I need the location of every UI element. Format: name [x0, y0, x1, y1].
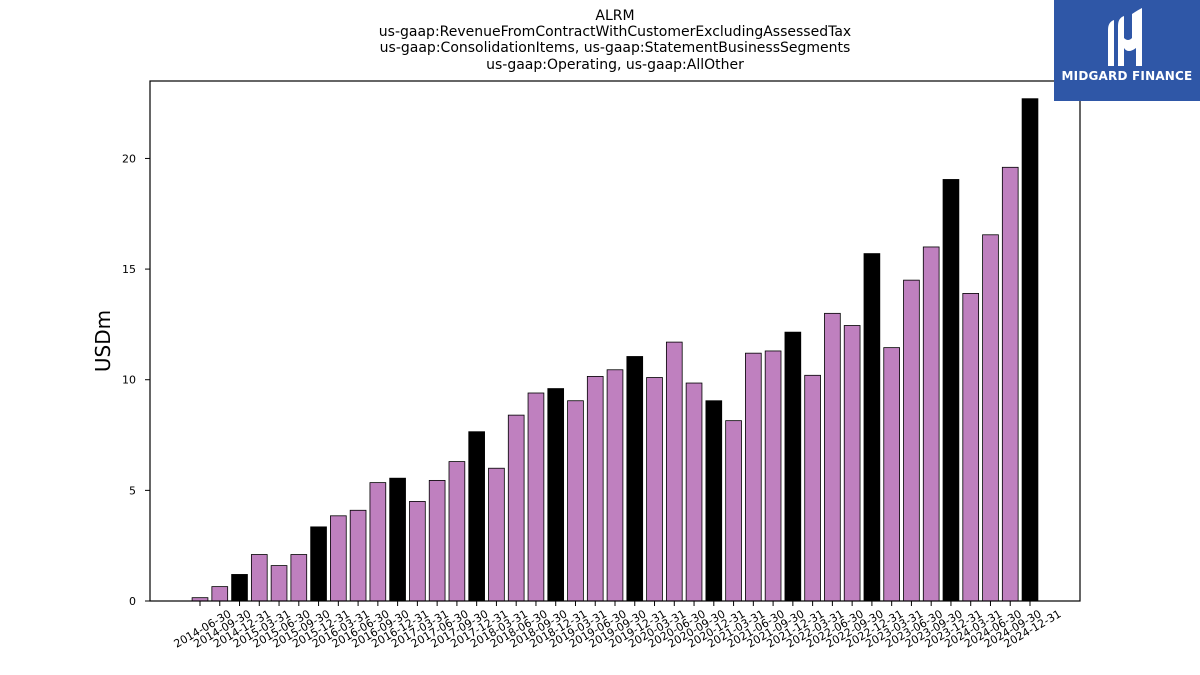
bar-2022-06-30	[824, 312, 841, 602]
midgard-logo-icon	[1108, 8, 1142, 66]
bar-2021-06-30	[745, 352, 762, 602]
bar-2019-12-31	[626, 356, 644, 602]
y-tick-label: 10	[122, 374, 136, 387]
plot-frame	[149, 80, 1081, 602]
bars	[191, 98, 1039, 602]
bar-2017-03-31	[409, 501, 426, 602]
bar-2018-12-31	[547, 388, 565, 602]
bar-2017-06-30	[428, 479, 446, 602]
bar-2015-12-31	[310, 526, 327, 602]
bar-2019-03-31	[567, 400, 584, 602]
bar-2021-09-30	[764, 350, 782, 602]
bar-2014-12-31	[231, 574, 248, 602]
bar-2015-09-30	[290, 554, 308, 602]
bar-2020-09-30	[685, 382, 703, 602]
bar-2024-03-31	[962, 293, 980, 602]
bar-2015-06-30	[270, 565, 288, 602]
y-tick-label: 0	[129, 595, 136, 608]
y-tick-label: 15	[122, 263, 136, 276]
bar-2016-06-30	[349, 509, 367, 602]
bar-2017-09-30	[448, 461, 466, 602]
y-tick-label: 20	[122, 152, 136, 165]
y-ticks: 0 5 10 15 20	[122, 152, 150, 608]
bar-2018-06-30	[507, 414, 525, 602]
bar-2018-03-31	[488, 467, 505, 602]
chart-title-line-4: us-gaap:Operating, us-gaap:AllOther	[486, 57, 744, 73]
bar-2016-03-31	[330, 515, 347, 602]
bar-2023-06-30	[903, 279, 920, 602]
chart-title-line-1: ALRM	[595, 8, 634, 24]
bar-2020-12-31	[705, 400, 723, 602]
y-tick-label: 5	[129, 484, 136, 497]
bar-2016-12-31	[389, 477, 406, 602]
bar-2022-03-31	[804, 374, 821, 602]
bar-2024-12-31	[1021, 98, 1039, 602]
bar-2022-12-31	[863, 253, 881, 602]
chart-title: ALRM us-gaap:RevenueFromContractWithCust…	[379, 8, 851, 73]
bar-2020-03-31	[646, 377, 663, 602]
bar-2023-03-31	[883, 347, 900, 602]
chart-title-line-2: us-gaap:RevenueFromContractWithCustomerE…	[379, 24, 851, 40]
bar-2023-12-31	[942, 179, 960, 602]
bar-2020-06-30	[665, 341, 683, 602]
bar-2017-12-31	[468, 431, 485, 602]
logo-text: MIDGARD FINANCE	[1061, 69, 1193, 83]
bar-2019-09-30	[606, 369, 624, 602]
chart-title-line-3: us-gaap:ConsolidationItems, us-gaap:Stat…	[380, 40, 851, 56]
bar-2014-09-30	[211, 586, 229, 602]
bar-2023-09-30	[922, 246, 940, 602]
bar-2019-06-30	[586, 375, 604, 602]
bar-2021-12-31	[784, 331, 802, 602]
bar-2022-09-30	[843, 325, 861, 602]
brand-logo: MIDGARD FINANCE	[1054, 0, 1200, 101]
y-axis-label: USDm	[91, 310, 115, 372]
bar-2016-09-30	[369, 482, 387, 602]
bar-2015-03-31	[250, 554, 268, 602]
bar-2024-06-30	[982, 234, 999, 602]
bar-2024-09-30	[1001, 166, 1019, 602]
x-ticks: 2014-06-302014-09-302014-12-312015-03-31…	[172, 601, 1064, 651]
bar-2021-03-31	[725, 420, 742, 602]
bar-2018-09-30	[527, 392, 545, 602]
